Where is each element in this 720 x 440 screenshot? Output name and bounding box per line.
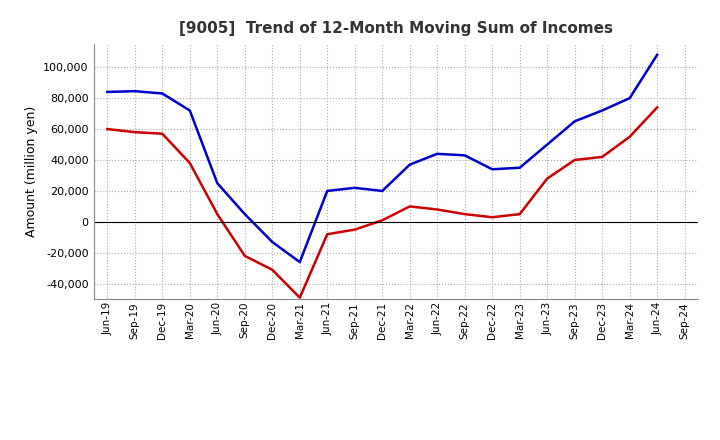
Ordinary Income [378,188,387,194]
Ordinary Income [405,162,414,167]
Ordinary Income [158,91,166,96]
Net Income [653,105,662,110]
Net Income [405,204,414,209]
Ordinary Income [543,142,552,147]
Ordinary Income [488,167,497,172]
Net Income [460,212,469,217]
Ordinary Income [598,108,606,113]
Net Income [240,253,249,259]
Ordinary Income [351,185,359,191]
Ordinary Income [460,153,469,158]
Ordinary Income [295,260,304,265]
Net Income [378,218,387,223]
Net Income [130,129,139,135]
Net Income [295,295,304,300]
Net Income [598,154,606,160]
Ordinary Income [516,165,524,170]
Net Income [268,267,276,272]
Title: [9005]  Trend of 12-Month Moving Sum of Incomes: [9005] Trend of 12-Month Moving Sum of I… [179,21,613,36]
Net Income [433,207,441,212]
Net Income [351,227,359,232]
Net Income [158,131,166,136]
Ordinary Income [323,188,332,194]
Net Income [516,212,524,217]
Ordinary Income [186,108,194,113]
Ordinary Income [626,95,634,101]
Ordinary Income [433,151,441,157]
Net Income [570,158,579,163]
Ordinary Income [653,52,662,58]
Ordinary Income [570,119,579,124]
Net Income [186,161,194,166]
Line: Net Income: Net Income [107,107,657,297]
Ordinary Income [240,212,249,217]
Ordinary Income [103,89,112,95]
Y-axis label: Amount (million yen): Amount (million yen) [24,106,37,237]
Net Income [103,126,112,132]
Ordinary Income [213,180,222,186]
Net Income [323,231,332,237]
Net Income [488,215,497,220]
Ordinary Income [130,88,139,94]
Line: Ordinary Income: Ordinary Income [107,55,657,262]
Net Income [213,212,222,217]
Ordinary Income [268,239,276,245]
Net Income [626,134,634,139]
Net Income [543,176,552,181]
